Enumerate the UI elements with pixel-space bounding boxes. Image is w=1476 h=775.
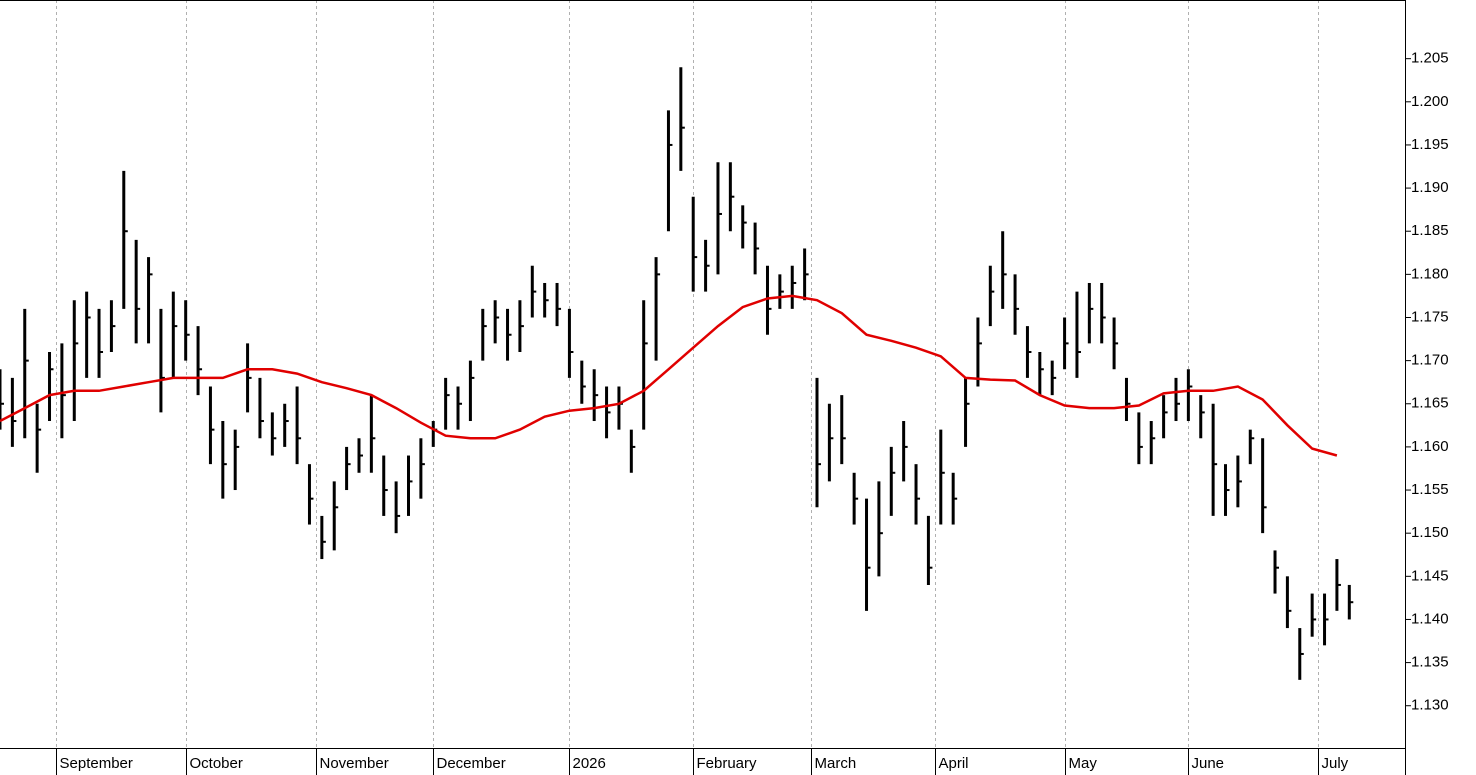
x-tick-label: December bbox=[437, 755, 506, 772]
y-tick-label: 1.165 bbox=[1411, 395, 1449, 412]
x-tick-label: September bbox=[60, 755, 133, 772]
y-tick-label: 1.130 bbox=[1411, 697, 1449, 714]
y-tick-label: 1.135 bbox=[1411, 654, 1449, 671]
y-tick-label: 1.140 bbox=[1411, 610, 1449, 627]
x-tick-label: June bbox=[1192, 755, 1225, 772]
y-tick-label: 1.170 bbox=[1411, 352, 1449, 369]
x-tick-label: April bbox=[939, 755, 969, 772]
y-tick-label: 1.160 bbox=[1411, 438, 1449, 455]
y-tick-label: 1.190 bbox=[1411, 179, 1449, 196]
x-tick-label: July bbox=[1322, 755, 1349, 772]
y-tick-label: 1.200 bbox=[1411, 93, 1449, 110]
x-tick-label: October bbox=[190, 755, 243, 772]
y-tick-label: 1.205 bbox=[1411, 50, 1449, 67]
plot bbox=[0, 67, 1354, 680]
x-tick-label: May bbox=[1069, 755, 1098, 772]
y-tick-label: 1.195 bbox=[1411, 136, 1449, 153]
y-tick-label: 1.180 bbox=[1411, 265, 1449, 282]
x-tick-label: November bbox=[320, 755, 389, 772]
y-tick-label: 1.175 bbox=[1411, 308, 1449, 325]
y-tick-label: 1.150 bbox=[1411, 524, 1449, 541]
axes: 1.130 1.135 1.140 1.145 1.150 1.155 1.160 1.165… bbox=[56, 50, 1449, 775]
x-tick-label: March bbox=[815, 755, 857, 772]
moving-average bbox=[0, 294, 1338, 457]
y-tick-label: 1.185 bbox=[1411, 222, 1449, 239]
y-tick-label: 1.155 bbox=[1411, 481, 1449, 498]
x-tick-label: 2026 bbox=[573, 755, 606, 772]
y-tick-label: 1.145 bbox=[1411, 567, 1449, 584]
x-tick-label: February bbox=[697, 755, 758, 772]
